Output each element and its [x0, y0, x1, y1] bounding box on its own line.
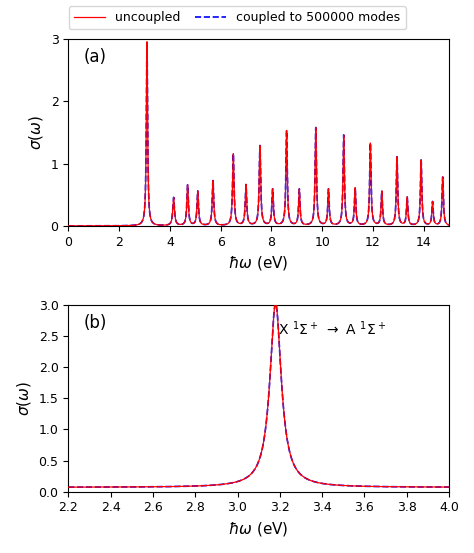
Y-axis label: $\sigma(\omega)$: $\sigma(\omega)$ [15, 380, 33, 416]
uncoupled [246, 472, 252, 479]
Line: uncoupled: uncoupled [68, 303, 449, 487]
coupled to 500000 modes [368, 170, 374, 176]
Line: coupled to 500000 modes: coupled to 500000 modes [69, 41, 449, 226]
coupled to 500000 modes [416, 484, 421, 491]
uncoupled [416, 484, 421, 491]
uncoupled [348, 220, 354, 226]
coupled to 500000 modes [203, 221, 209, 228]
uncoupled [203, 221, 209, 228]
Text: X $^1\Sigma^+$ $\rightarrow$ A $^1\Sigma^+$: X $^1\Sigma^+$ $\rightarrow$ A $^1\Sigma… [278, 320, 386, 338]
uncoupled [342, 482, 348, 489]
coupled to 500000 modes [446, 222, 452, 228]
coupled to 500000 modes [348, 220, 354, 226]
coupled to 500000 modes [85, 222, 91, 229]
uncoupled [66, 222, 72, 229]
uncoupled [273, 300, 278, 306]
Line: coupled to 500000 modes: coupled to 500000 modes [68, 303, 449, 487]
coupled to 500000 modes [342, 482, 348, 489]
uncoupled [446, 222, 452, 228]
uncoupled [144, 38, 150, 45]
coupled to 500000 modes [144, 38, 150, 45]
coupled to 500000 modes [291, 220, 297, 227]
uncoupled [435, 484, 440, 491]
coupled to 500000 modes [226, 480, 231, 487]
uncoupled [226, 480, 231, 487]
coupled to 500000 modes [228, 479, 234, 486]
uncoupled [85, 222, 91, 229]
X-axis label: $\hbar\omega$ (eV): $\hbar\omega$ (eV) [228, 254, 289, 272]
uncoupled [65, 484, 71, 491]
uncoupled [228, 479, 234, 486]
Text: (a): (a) [83, 48, 107, 66]
uncoupled [308, 220, 313, 227]
uncoupled [446, 484, 452, 491]
coupled to 500000 modes [435, 484, 440, 491]
uncoupled [291, 220, 297, 227]
coupled to 500000 modes [446, 484, 452, 491]
coupled to 500000 modes [308, 220, 313, 227]
coupled to 500000 modes [66, 222, 72, 229]
Y-axis label: $\sigma(\omega)$: $\sigma(\omega)$ [27, 115, 45, 150]
Legend: uncoupled, coupled to 500000 modes: uncoupled, coupled to 500000 modes [69, 6, 405, 29]
Text: (b): (b) [83, 314, 107, 332]
coupled to 500000 modes [273, 300, 278, 306]
coupled to 500000 modes [65, 484, 71, 491]
X-axis label: $\hbar\omega$ (eV): $\hbar\omega$ (eV) [228, 520, 289, 538]
uncoupled [368, 170, 374, 176]
Line: uncoupled: uncoupled [69, 41, 449, 226]
coupled to 500000 modes [246, 472, 252, 479]
